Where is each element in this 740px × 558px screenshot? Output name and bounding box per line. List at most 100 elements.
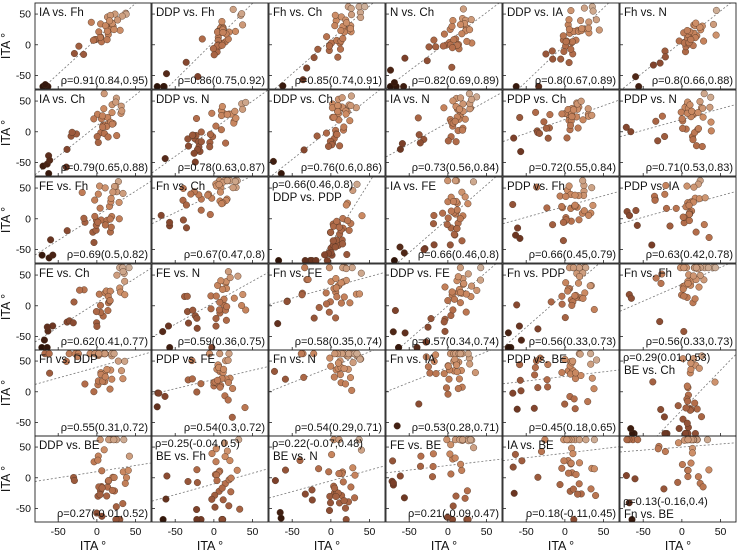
data-point: [279, 82, 287, 89]
data-point: [456, 350, 464, 358]
data-point: [658, 112, 666, 120]
data-point: [625, 499, 633, 507]
scatter-panel: DDP vs. Ch ρ=0.76(0.6,0.86): [268, 89, 386, 177]
data-point: [572, 471, 580, 479]
data-point: [446, 450, 454, 458]
data-point: [331, 350, 339, 358]
data-point: [570, 516, 578, 522]
data-point: [453, 361, 461, 369]
data-point: [231, 177, 239, 185]
data-point: [347, 92, 355, 100]
data-point: [706, 103, 714, 111]
data-point: [118, 12, 126, 20]
data-point: [197, 138, 205, 146]
data-point: [184, 135, 192, 143]
data-point: [580, 4, 588, 12]
data-point: [303, 64, 311, 72]
data-point: [222, 316, 230, 324]
data-point: [576, 459, 584, 467]
data-point: [93, 509, 101, 517]
data-point: [695, 364, 703, 372]
data-point: [701, 194, 709, 202]
data-point: [516, 376, 524, 384]
panel-frame: [268, 89, 386, 177]
data-point: [356, 355, 364, 363]
panel-frame: [34, 2, 152, 90]
panel-title: PDP vs. Fh: [507, 181, 565, 193]
data-point: [271, 367, 279, 375]
data-point: [467, 436, 475, 444]
data-point: [685, 217, 693, 225]
data-point: [430, 241, 438, 249]
data-point: [589, 201, 597, 209]
data-point: [192, 114, 200, 122]
panel-title: Fn vs. DDP: [39, 354, 98, 366]
data-point: [432, 351, 440, 359]
data-point: [572, 369, 580, 377]
data-point: [357, 13, 365, 21]
data-point: [695, 125, 703, 133]
data-point: [96, 204, 104, 212]
data-point: [327, 228, 335, 236]
panel-title: Fn vs. N: [273, 354, 316, 366]
data-point: [231, 27, 239, 35]
data-point: [351, 471, 359, 479]
data-point: [543, 204, 551, 212]
data-point: [206, 143, 214, 151]
data-point: [571, 201, 579, 209]
trend-line: [35, 267, 151, 343]
data-point: [313, 132, 321, 140]
data-point: [62, 163, 70, 171]
data-point: [189, 306, 197, 314]
trend-line: [165, 3, 254, 89]
data-point: [571, 191, 579, 199]
data-point: [704, 264, 712, 272]
trend-line: [517, 3, 610, 89]
panel-correlation: ρ=0.59(0.36,0.75): [178, 336, 265, 348]
data-point: [101, 184, 109, 192]
data-point: [590, 465, 598, 473]
data-point: [332, 314, 340, 322]
x-tick-label: -50: [285, 526, 300, 538]
data-point: [444, 177, 452, 185]
data-point: [587, 360, 595, 368]
x-tick-label: 50: [130, 526, 142, 538]
data-point: [623, 436, 631, 444]
y-tick-label: 0: [25, 472, 31, 484]
panel-correlation: ρ=0.8(0.66,0.88): [652, 75, 733, 87]
panel-correlation: ρ=0.22(-0.07,0.48): [272, 438, 363, 450]
data-point: [343, 19, 351, 27]
data-point: [387, 66, 395, 74]
data-point: [347, 483, 355, 491]
data-point: [197, 380, 205, 388]
panel-title: IA vs. Fh: [39, 7, 84, 19]
data-point: [239, 105, 247, 113]
data-point: [334, 102, 342, 110]
y-tick-label: -50: [16, 417, 31, 429]
data-point: [119, 268, 127, 276]
data-point: [461, 193, 469, 201]
data-point: [99, 123, 107, 131]
data-point: [326, 507, 334, 515]
data-point: [76, 286, 84, 294]
data-point: [339, 478, 347, 486]
panel-correlation: ρ=0.56(0.33,0.73): [529, 336, 616, 348]
data-point: [707, 93, 715, 101]
data-point: [308, 486, 316, 494]
data-point: [440, 104, 448, 112]
data-point: [282, 466, 290, 474]
data-point: [559, 218, 567, 226]
data-point: [321, 251, 329, 259]
data-point: [182, 201, 190, 209]
data-point: [277, 170, 285, 176]
data-point: [656, 59, 664, 67]
data-point: [449, 502, 457, 510]
data-point: [562, 38, 570, 46]
data-point: [461, 115, 469, 123]
data-point: [98, 512, 106, 520]
data-point: [63, 145, 71, 153]
panel-frame: [502, 2, 620, 90]
data-point: [337, 27, 345, 35]
scatter-panel: PDP vs. Fh ρ=0.66(0.45,0.79): [502, 176, 620, 264]
data-point: [658, 270, 666, 278]
